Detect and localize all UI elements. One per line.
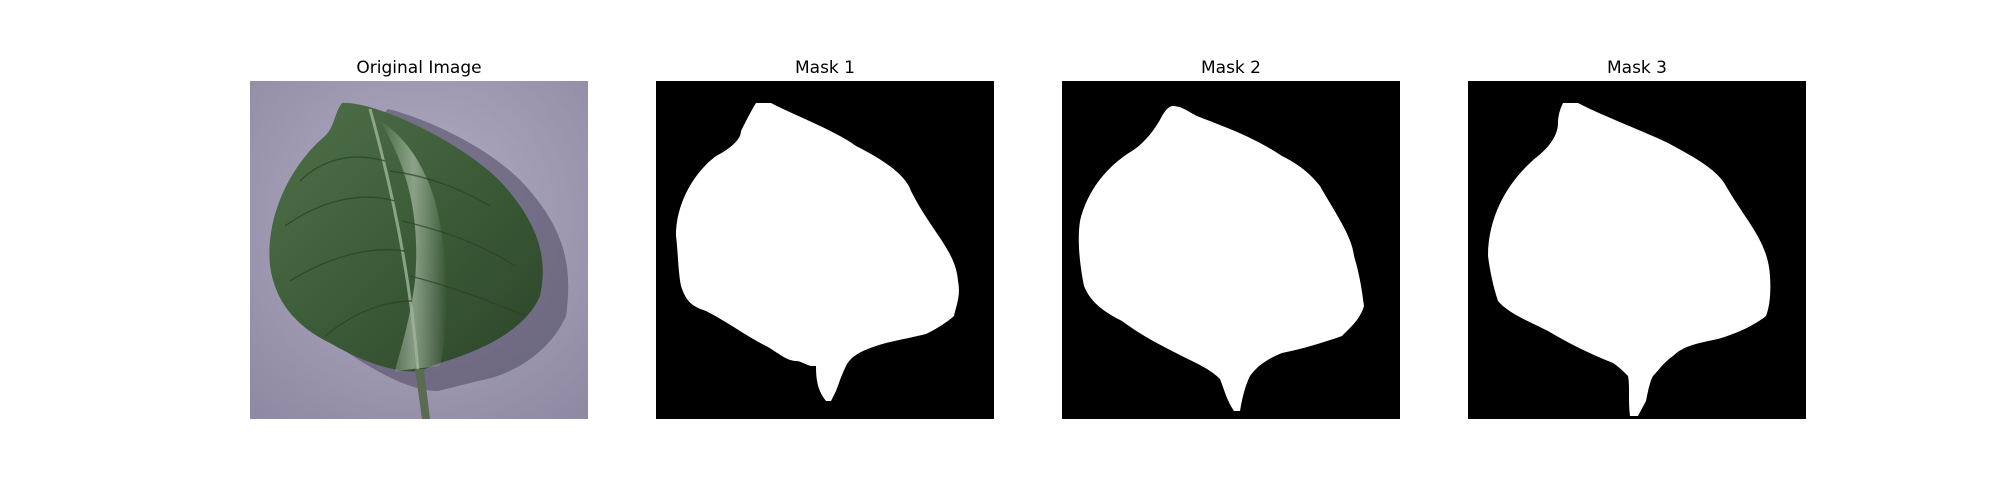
mask-2-image	[1062, 81, 1400, 419]
panel-title: Original Image	[356, 58, 482, 78]
leaf-photo	[250, 81, 588, 419]
leaf-midrib	[368, 108, 420, 372]
panel-mask-1: Mask 1	[656, 55, 994, 419]
leaf-veins	[284, 156, 526, 337]
panel-title: Mask 3	[1606, 58, 1667, 78]
panel-original: Original Image	[250, 55, 588, 419]
mask-foreground	[1488, 103, 1771, 416]
panel-title: Mask 1	[794, 58, 855, 78]
mask-foreground	[676, 103, 959, 401]
panel-title: Mask 2	[1200, 58, 1261, 78]
mask-3-image	[1468, 81, 1806, 419]
leaf	[269, 102, 543, 372]
mask-foreground	[1078, 106, 1364, 411]
panel-mask-2: Mask 2	[1062, 55, 1400, 419]
panel-mask-3: Mask 3	[1468, 55, 1806, 419]
mask-1-image	[656, 81, 994, 419]
leaf-sheen	[380, 121, 447, 371]
leaf-stem	[415, 369, 430, 419]
